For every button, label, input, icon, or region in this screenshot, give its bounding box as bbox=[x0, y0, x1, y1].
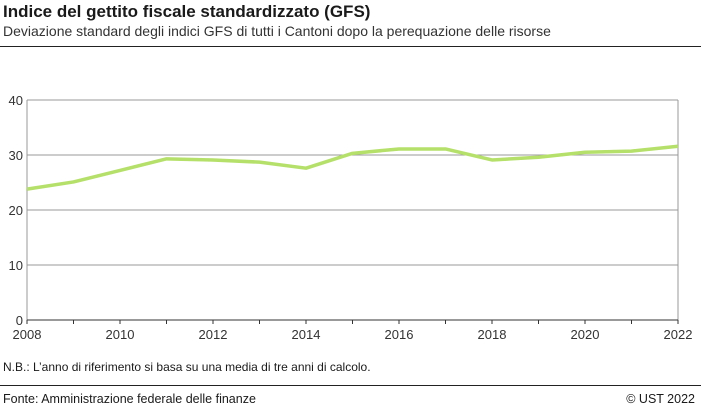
x-tick-label: 2010 bbox=[106, 327, 135, 342]
x-tick-label: 2012 bbox=[199, 327, 228, 342]
line-chart: 0 10 20 30 40 2008 2010 2012 2014 2016 2018 2020 202… bbox=[9, 93, 693, 342]
chart-subtitle: Deviazione standard degli indici GFS di … bbox=[3, 23, 551, 39]
x-tick-label: 2016 bbox=[385, 327, 414, 342]
x-tick-label: 2022 bbox=[664, 327, 693, 342]
y-tick-label: 0 bbox=[16, 313, 23, 328]
y-tick-label: 40 bbox=[9, 93, 23, 108]
x-tick-label: 2018 bbox=[478, 327, 507, 342]
y-tick-label: 20 bbox=[9, 203, 23, 218]
y-tick-label: 10 bbox=[9, 258, 23, 273]
y-tick-label: 30 bbox=[9, 148, 23, 163]
x-tick-label: 2008 bbox=[13, 327, 42, 342]
header-divider bbox=[0, 46, 701, 47]
x-tick-label: 2020 bbox=[571, 327, 600, 342]
footer-divider bbox=[0, 385, 701, 386]
series-line bbox=[26, 144, 679, 191]
chart-title: Indice del gettito fiscale standardizzat… bbox=[3, 2, 371, 21]
footnote: N.B.: L’anno di riferimento si basa su u… bbox=[3, 360, 371, 374]
x-tick-label: 2014 bbox=[292, 327, 321, 342]
source-text: Fonte: Amministrazione federale delle fi… bbox=[3, 392, 256, 406]
copyright-text: © UST 2022 bbox=[626, 392, 695, 406]
